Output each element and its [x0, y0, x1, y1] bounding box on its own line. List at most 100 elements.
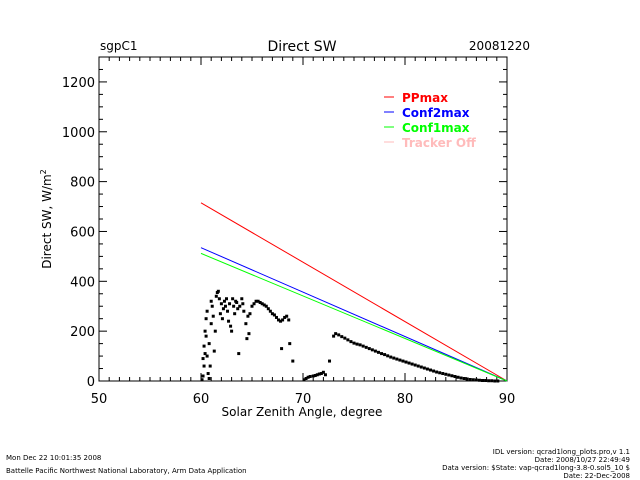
data-point: [468, 378, 472, 382]
data-point: [204, 317, 208, 321]
data-point: [474, 378, 478, 382]
data-point: [241, 302, 245, 306]
data-point: [441, 372, 445, 376]
scatter-points: [200, 289, 500, 383]
data-point: [432, 369, 436, 373]
x-tick-label: 80: [397, 392, 414, 407]
data-point: [456, 375, 460, 379]
data-point: [398, 358, 402, 362]
data-point: [471, 378, 475, 382]
data-point: [444, 372, 448, 376]
data-point: [311, 374, 315, 378]
x-tick-label: 90: [499, 392, 516, 407]
reference-lines: [200, 202, 508, 382]
x-tick-label: 60: [193, 392, 210, 407]
header-date: 20081220: [469, 39, 530, 53]
data-point: [226, 309, 230, 313]
data-point: [343, 336, 347, 340]
data-point: [425, 367, 429, 371]
data-point: [218, 312, 222, 316]
y-tick-label: 600: [70, 225, 95, 240]
y-tick-label: 200: [70, 325, 95, 340]
data-point: [245, 337, 249, 341]
header-site: sgpC1: [100, 39, 138, 53]
data-point: [216, 289, 220, 293]
x-axis-label: Solar Zenith Angle, degree: [222, 405, 383, 419]
data-point: [231, 297, 235, 301]
data-point: [383, 353, 387, 357]
data-point: [221, 307, 225, 311]
data-point: [209, 322, 213, 326]
data-point: [229, 324, 233, 328]
data-point: [220, 317, 224, 321]
data-point: [352, 341, 356, 345]
data-point: [246, 314, 250, 318]
data-point: [477, 378, 481, 382]
y-tick-label: 1200: [62, 76, 95, 91]
line-conf2max: [200, 247, 508, 382]
data-point: [313, 374, 317, 378]
data-point: [258, 300, 262, 304]
data-point: [207, 342, 211, 346]
data-point: [235, 300, 239, 304]
data-point: [270, 312, 274, 316]
y-tick-labels: 0 200 400 600 800 1000 1200: [62, 76, 95, 390]
legend-label: PPmax: [402, 91, 448, 105]
data-point: [280, 347, 284, 351]
legend-label: Tracker Off: [402, 136, 476, 150]
y-tick-label: 0: [87, 375, 95, 390]
data-point: [332, 334, 336, 338]
data-point: [367, 347, 371, 351]
data-point: [484, 379, 488, 383]
data-point: [450, 374, 454, 378]
data-point: [481, 379, 485, 383]
data-point: [395, 357, 399, 361]
data-point: [315, 373, 319, 377]
data-point: [392, 356, 396, 360]
line-ppmax: [200, 202, 508, 382]
axis-ticks: [98, 56, 508, 382]
data-point: [207, 377, 211, 381]
data-point: [225, 297, 228, 301]
data-point: [413, 363, 417, 367]
data-point: [268, 309, 272, 313]
data-point: [237, 352, 241, 356]
x-tick-label: 50: [91, 392, 108, 407]
data-point: [319, 372, 323, 376]
data-point: [376, 350, 380, 354]
data-point: [250, 304, 254, 308]
data-point: [204, 334, 208, 338]
data-point: [212, 349, 216, 353]
data-point: [232, 304, 236, 308]
data-point: [453, 375, 457, 379]
data-point: [323, 373, 327, 377]
data-point: [447, 373, 451, 377]
data-point: [337, 333, 341, 337]
footer-data-version: Data version: $State: vap-qcrad1long-3.8…: [442, 464, 630, 472]
data-point: [279, 319, 283, 323]
data-point: [422, 366, 426, 370]
data-point: [206, 372, 210, 376]
line-conf1max: [200, 252, 508, 382]
data-point: [285, 314, 289, 318]
data-point: [465, 377, 469, 381]
y-tick-label: 1000: [62, 126, 95, 141]
data-point: [256, 299, 260, 303]
y-axis-label-sup: 2: [39, 169, 48, 174]
data-point: [236, 307, 240, 311]
data-point: [248, 312, 252, 316]
data-point: [306, 375, 310, 379]
x-tick-labels: 50 60 70 80 90: [91, 392, 516, 407]
data-point: [361, 344, 365, 348]
data-point: [493, 379, 497, 383]
data-point: [277, 318, 281, 322]
footer-timestamp: Mon Dec 22 10:01:35 2008: [6, 454, 102, 462]
data-point: [364, 345, 368, 349]
data-point: [373, 349, 377, 353]
data-point: [238, 304, 242, 308]
data-point: [287, 318, 291, 322]
footer-institution: Battelle Pacific Northwest National Labo…: [6, 467, 247, 475]
y-tick-label: 800: [70, 176, 95, 191]
data-point: [240, 297, 244, 301]
